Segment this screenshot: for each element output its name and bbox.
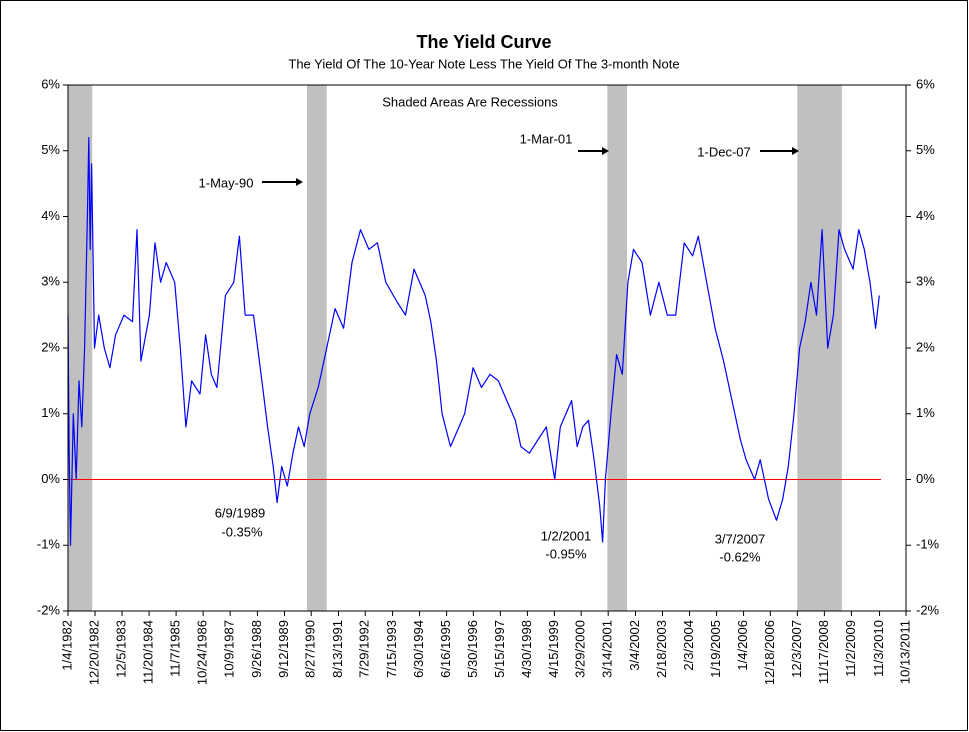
annotation: 3/7/2007 — [715, 531, 766, 546]
x-tick-label: 12/3/2007 — [789, 620, 804, 678]
annotation: Shaded Areas Are Recessions — [382, 94, 558, 109]
annotation: -0.62% — [719, 549, 761, 564]
x-tick-label: 12/18/2006 — [762, 620, 777, 685]
x-tick-label: 11/2/2009 — [843, 620, 858, 677]
annotation: 1-Mar-01 — [520, 131, 573, 146]
x-tick-label: 4/30/1998 — [519, 620, 534, 678]
x-tick-label: 5/15/1997 — [492, 620, 507, 678]
annotation: -0.35% — [221, 524, 263, 539]
x-tick-label: 10/24/1986 — [195, 620, 210, 685]
x-tick-label: 1/19/2005 — [708, 620, 723, 678]
x-tick-label: 5/30/1996 — [465, 620, 480, 678]
y-tick-label: 0% — [41, 471, 60, 486]
x-tick-label: 12/5/1983 — [113, 620, 128, 678]
x-tick-label: 8/13/1991 — [330, 620, 345, 678]
annotation: 1/2/2001 — [541, 528, 592, 543]
x-tick-label: 11/20/1984 — [141, 620, 156, 684]
plot-area — [67, 85, 881, 611]
x-tick-label: 11/3/2010 — [871, 620, 886, 677]
y-tick-label: -2% — [37, 602, 61, 617]
y2-tick-label: 5% — [916, 142, 935, 157]
x-tick-label: 12/20/1982 — [86, 620, 101, 685]
y2-tick-label: 1% — [916, 405, 935, 420]
x-tick-label: 11/7/1985 — [168, 620, 183, 677]
annotation: 1-Dec-07 — [697, 144, 750, 159]
y-tick-label: -1% — [37, 537, 61, 552]
x-tick-label: 7/15/1993 — [384, 620, 399, 678]
x-tick-label: 9/12/1989 — [276, 620, 291, 678]
x-tick-label: 1/4/2006 — [735, 620, 750, 671]
y-tick-label: 4% — [41, 208, 60, 223]
annotation-arrow-head — [792, 147, 799, 155]
annotation: 1-May-90 — [199, 175, 254, 190]
recession-band — [797, 85, 842, 611]
x-tick-label: 1/4/1982 — [59, 620, 74, 671]
chart-title: The Yield Curve — [416, 32, 551, 52]
y2-tick-label: 3% — [916, 274, 935, 289]
x-tick-label: 10/13/2011 — [897, 620, 912, 684]
x-tick-label: 8/27/1990 — [303, 620, 318, 678]
y2-tick-label: -1% — [916, 537, 940, 552]
y-tick-label: 6% — [41, 76, 60, 91]
chart-subtitle: The Yield Of The 10-Year Note Less The Y… — [288, 56, 679, 71]
yield-spread-line — [67, 137, 880, 546]
x-tick-label: 11/17/2008 — [816, 620, 831, 684]
annotation: -0.95% — [545, 546, 587, 561]
annotation-arrow-head — [296, 178, 303, 186]
x-tick-label: 6/16/1995 — [438, 620, 453, 678]
y2-tick-label: 6% — [916, 76, 935, 91]
x-tick-label: 2/18/2003 — [654, 620, 669, 678]
x-tick-label: 3/29/2000 — [573, 620, 588, 678]
y2-tick-label: 4% — [916, 208, 935, 223]
x-tick-label: 6/30/1994 — [411, 620, 426, 678]
y-tick-label: 2% — [41, 339, 60, 354]
x-tick-label: 3/4/2002 — [627, 620, 642, 671]
y-tick-label: 5% — [41, 142, 60, 157]
recession-band — [306, 85, 327, 611]
x-tick-label: 3/14/2001 — [600, 620, 615, 678]
y-tick-label: 3% — [41, 274, 60, 289]
x-tick-label: 7/29/1992 — [357, 620, 372, 678]
annotation: 6/9/1989 — [215, 505, 266, 520]
x-tick-label: 2/3/2004 — [681, 620, 696, 671]
x-tick-label: 10/9/1987 — [222, 620, 237, 678]
y2-tick-label: 0% — [916, 471, 935, 486]
y2-tick-label: 2% — [916, 339, 935, 354]
y2-tick-label: -2% — [916, 602, 940, 617]
x-tick-label: 4/15/1999 — [546, 620, 561, 678]
x-tick-label: 9/26/1988 — [249, 620, 264, 678]
annotation-arrow-head — [602, 147, 609, 155]
y-tick-label: 1% — [41, 405, 60, 420]
